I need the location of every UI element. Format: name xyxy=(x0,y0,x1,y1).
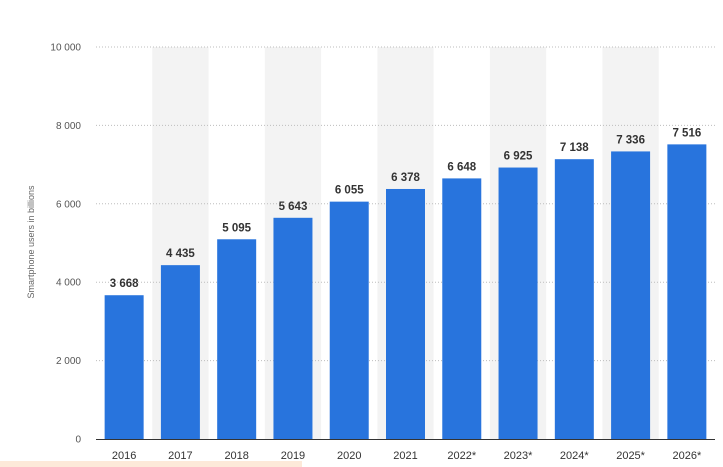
x-tick-label: 2025* xyxy=(616,450,645,462)
data-label: 5 643 xyxy=(279,201,308,213)
data-label: 6 648 xyxy=(447,161,476,173)
bar xyxy=(611,151,651,439)
data-label: 7 516 xyxy=(672,127,701,139)
x-tick-label: 2021 xyxy=(393,450,417,462)
x-tick-label: 2024* xyxy=(560,450,589,462)
x-tick-label: 2016 xyxy=(112,450,136,462)
bar xyxy=(273,217,313,439)
bars xyxy=(104,144,707,440)
bar xyxy=(104,295,144,439)
bar xyxy=(498,167,538,440)
y-tick-label: 0 xyxy=(75,435,81,446)
data-labels: 3 668 4 435 5 095 5 643 6 055 6 378 6 648 6 925… xyxy=(110,127,702,290)
y-axis-ticks: 0 2 000 4 000 6 000 8 000 10 000 xyxy=(50,43,81,446)
data-label: 6 378 xyxy=(391,172,420,184)
data-label: 4 435 xyxy=(166,248,195,260)
x-tick-label: 2022* xyxy=(447,450,476,462)
data-label: 7 138 xyxy=(560,142,589,154)
x-tick-label: 2018 xyxy=(224,450,248,462)
data-label: 5 095 xyxy=(222,222,251,234)
data-label: 3 668 xyxy=(110,278,139,290)
y-tick-label: 4 000 xyxy=(56,278,81,289)
y-axis-title: Smartphone users in billions xyxy=(26,185,36,299)
x-tick-label: 2026* xyxy=(672,450,701,462)
y-tick-label: 2 000 xyxy=(56,356,81,367)
bar xyxy=(554,159,594,439)
x-tick-label: 2017 xyxy=(168,450,192,462)
x-tick-label: 2023* xyxy=(504,450,533,462)
y-tick-label: 10 000 xyxy=(50,43,81,54)
x-tick-label: 2020 xyxy=(337,450,361,462)
bar xyxy=(160,265,200,439)
y-tick-label: 8 000 xyxy=(56,121,81,132)
x-axis-labels: 2016 2017 2018 2019 2020 2021 2022* 2023* 2024* 2… xyxy=(112,450,702,462)
bar xyxy=(217,239,257,439)
data-label: 7 336 xyxy=(616,134,645,146)
data-label: 6 925 xyxy=(504,151,533,163)
bar xyxy=(329,201,369,439)
bar xyxy=(386,188,425,439)
bar xyxy=(667,144,707,439)
y-tick-label: 6 000 xyxy=(56,199,81,210)
footer-tab xyxy=(0,461,302,467)
x-tick-label: 2019 xyxy=(281,450,305,462)
bar xyxy=(442,178,482,439)
data-label: 6 055 xyxy=(335,185,364,197)
